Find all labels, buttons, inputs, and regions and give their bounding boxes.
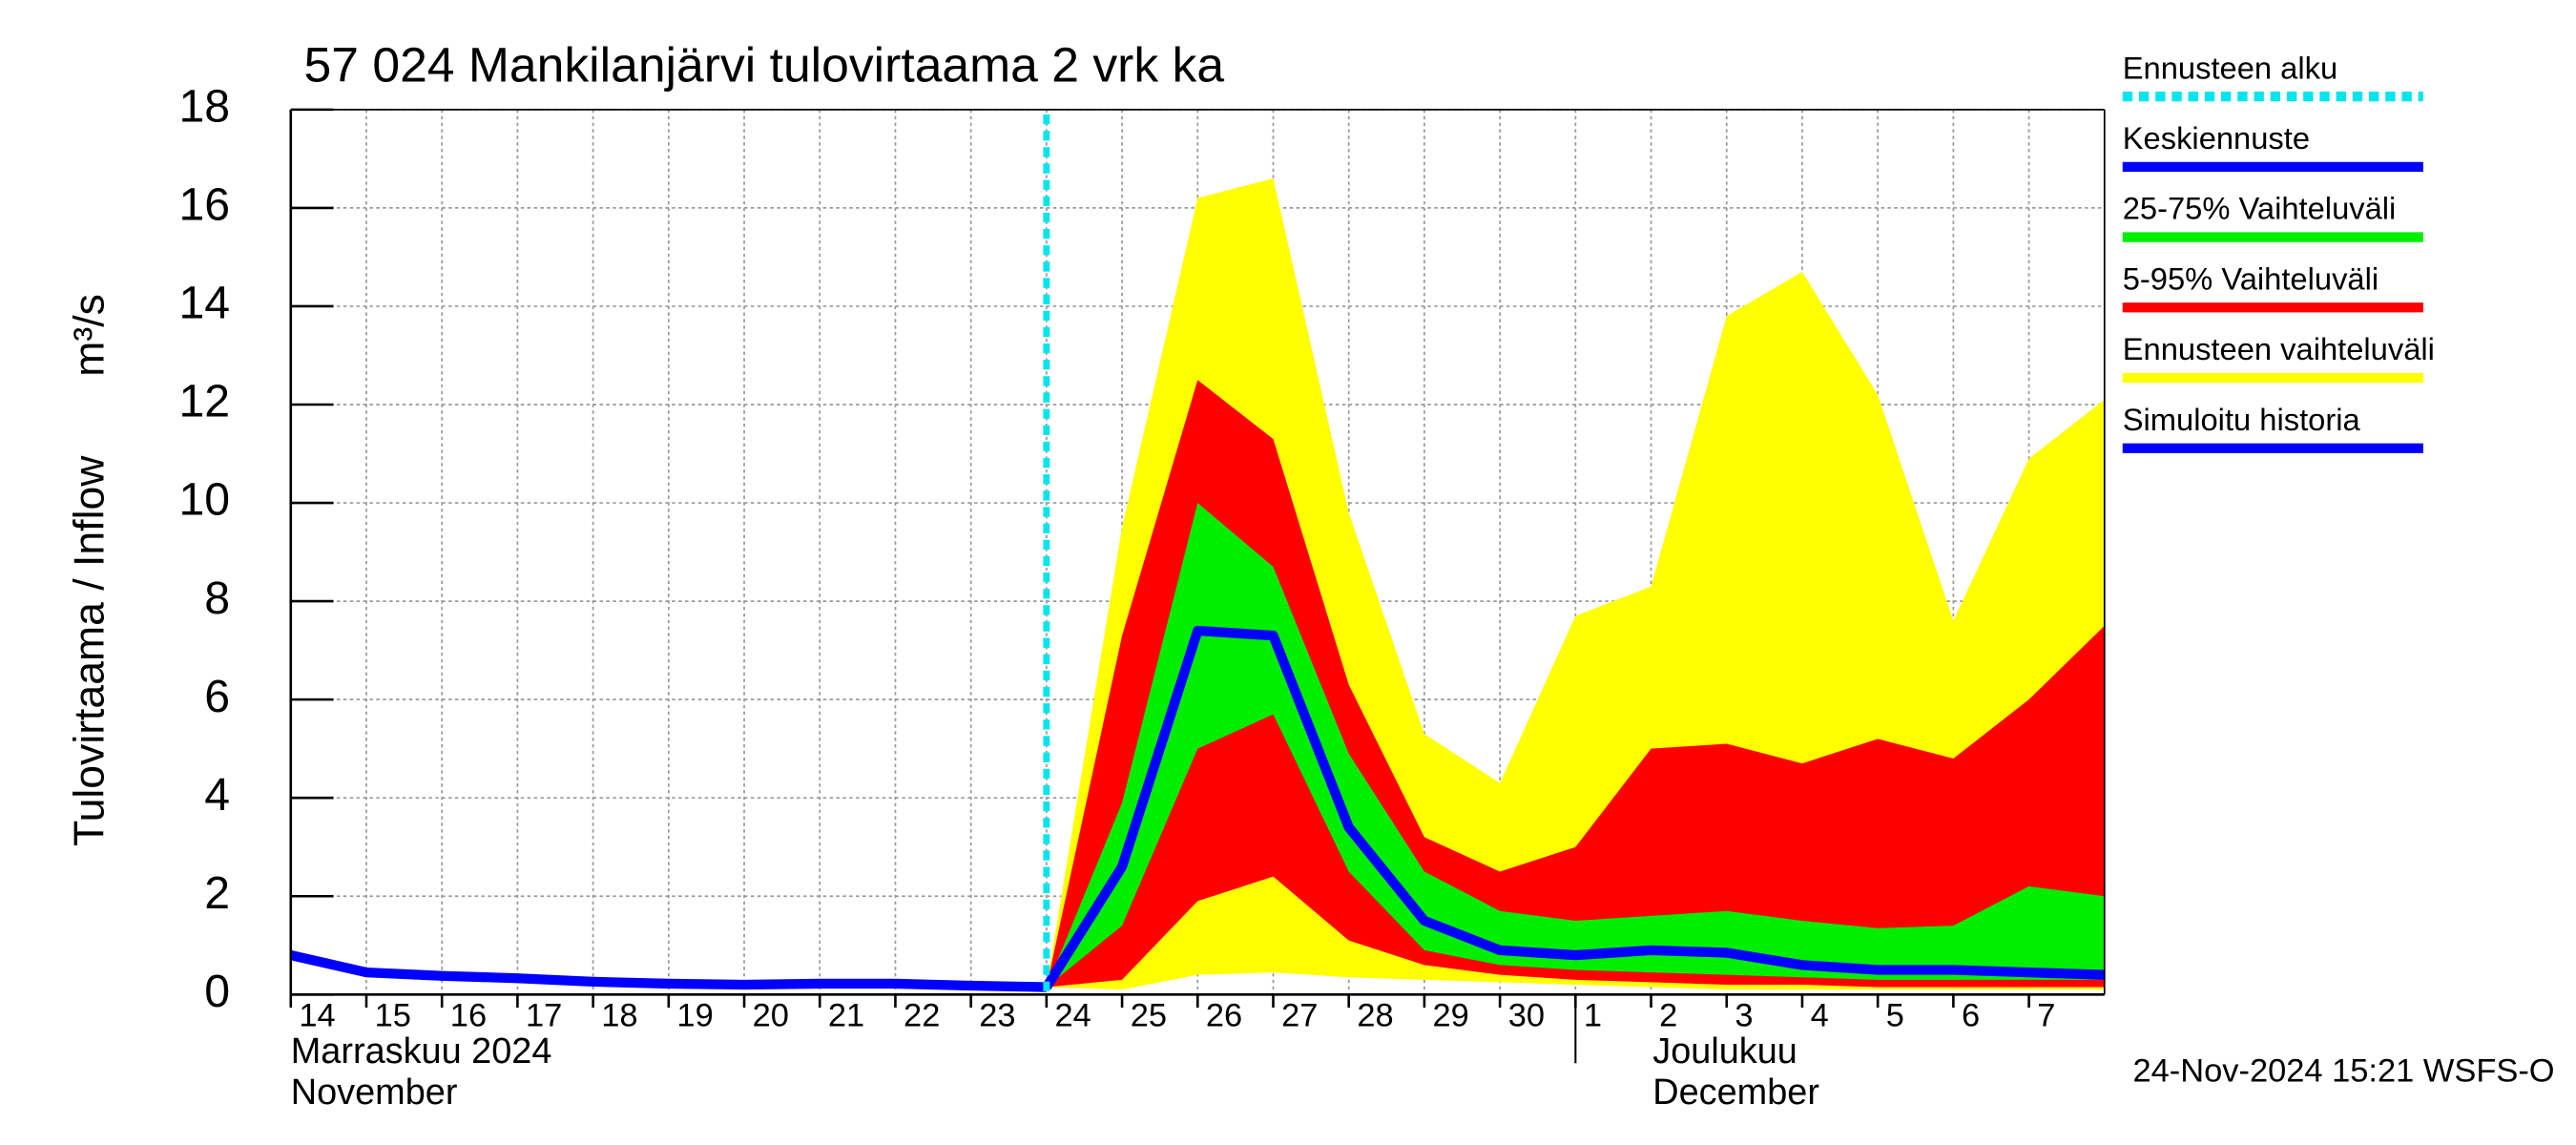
- y-tick-label: 16: [178, 179, 230, 231]
- x-tick-label: 17: [526, 997, 562, 1033]
- x-tick-label: 22: [904, 997, 940, 1033]
- x-tick-label: 29: [1433, 997, 1469, 1033]
- x-tick-label: 14: [299, 997, 335, 1033]
- x-tick-label: 6: [1962, 997, 1980, 1033]
- x-tick-label: 18: [601, 997, 637, 1033]
- y-tick-label: 0: [204, 966, 230, 1017]
- x-tick-label: 24: [1054, 997, 1091, 1033]
- x-tick-label: 3: [1735, 997, 1753, 1033]
- x-tick-label: 28: [1357, 997, 1393, 1033]
- line-series: [1042, 625, 2105, 990]
- y-axis-label: Tulovirtaama / Inflow: [66, 455, 113, 846]
- y-tick-label: 12: [178, 376, 230, 427]
- x-tick-label: 1: [1584, 997, 1602, 1033]
- y-tick-label: 6: [204, 671, 230, 722]
- x-tick-label: 4: [1811, 997, 1829, 1033]
- y-tick-label: 18: [178, 81, 230, 133]
- x-tick-label: 23: [979, 997, 1015, 1033]
- x-tick-label: 20: [753, 997, 789, 1033]
- range-band: [1046, 503, 2105, 988]
- line-series: [289, 950, 1047, 992]
- y-axis-unit: m³/s: [66, 294, 113, 377]
- range-band: [1046, 380, 2105, 988]
- x-tick-label: 21: [828, 997, 864, 1033]
- y-tick-label: 8: [204, 572, 230, 624]
- x-tick-label: 19: [676, 997, 713, 1033]
- x-tick-label: 26: [1206, 997, 1242, 1033]
- y-tick-label: 4: [204, 769, 230, 821]
- legend-label: Simuloitu historia: [2123, 402, 2361, 437]
- month-label: Marraskuu 2024: [291, 1031, 552, 1072]
- x-tick-label: 30: [1508, 997, 1545, 1033]
- y-tick-label: 2: [204, 867, 230, 919]
- x-tick-label: 5: [1886, 997, 1904, 1033]
- x-tick-label: 15: [375, 997, 411, 1033]
- legend-label: 5-95% Vaihteluväli: [2123, 261, 2379, 297]
- legend-label: Keskiennuste: [2123, 120, 2310, 156]
- x-tick-label: 27: [1281, 997, 1318, 1033]
- month-label: December: [1652, 1072, 1819, 1113]
- y-tick-label: 10: [178, 474, 230, 526]
- x-tick-label: 25: [1131, 997, 1167, 1033]
- timestamp: 24-Nov-2024 15:21 WSFS-O: [2132, 1053, 2554, 1090]
- month-label: November: [291, 1072, 458, 1113]
- month-label: Joulukuu: [1652, 1031, 1797, 1072]
- x-tick-label: 2: [1659, 997, 1677, 1033]
- legend-label: 25-75% Vaihteluväli: [2123, 191, 2397, 226]
- legend-label: Ennusteen alku: [2123, 50, 2337, 85]
- x-tick-label: 7: [2037, 997, 2055, 1033]
- chart-title: 57 024 Mankilanjärvi tulovirtaama 2 vrk …: [304, 37, 1225, 93]
- x-tick-label: 16: [450, 997, 487, 1033]
- legend-label: Ennusteen vaihteluväli: [2123, 331, 2435, 366]
- y-tick-label: 14: [178, 278, 230, 329]
